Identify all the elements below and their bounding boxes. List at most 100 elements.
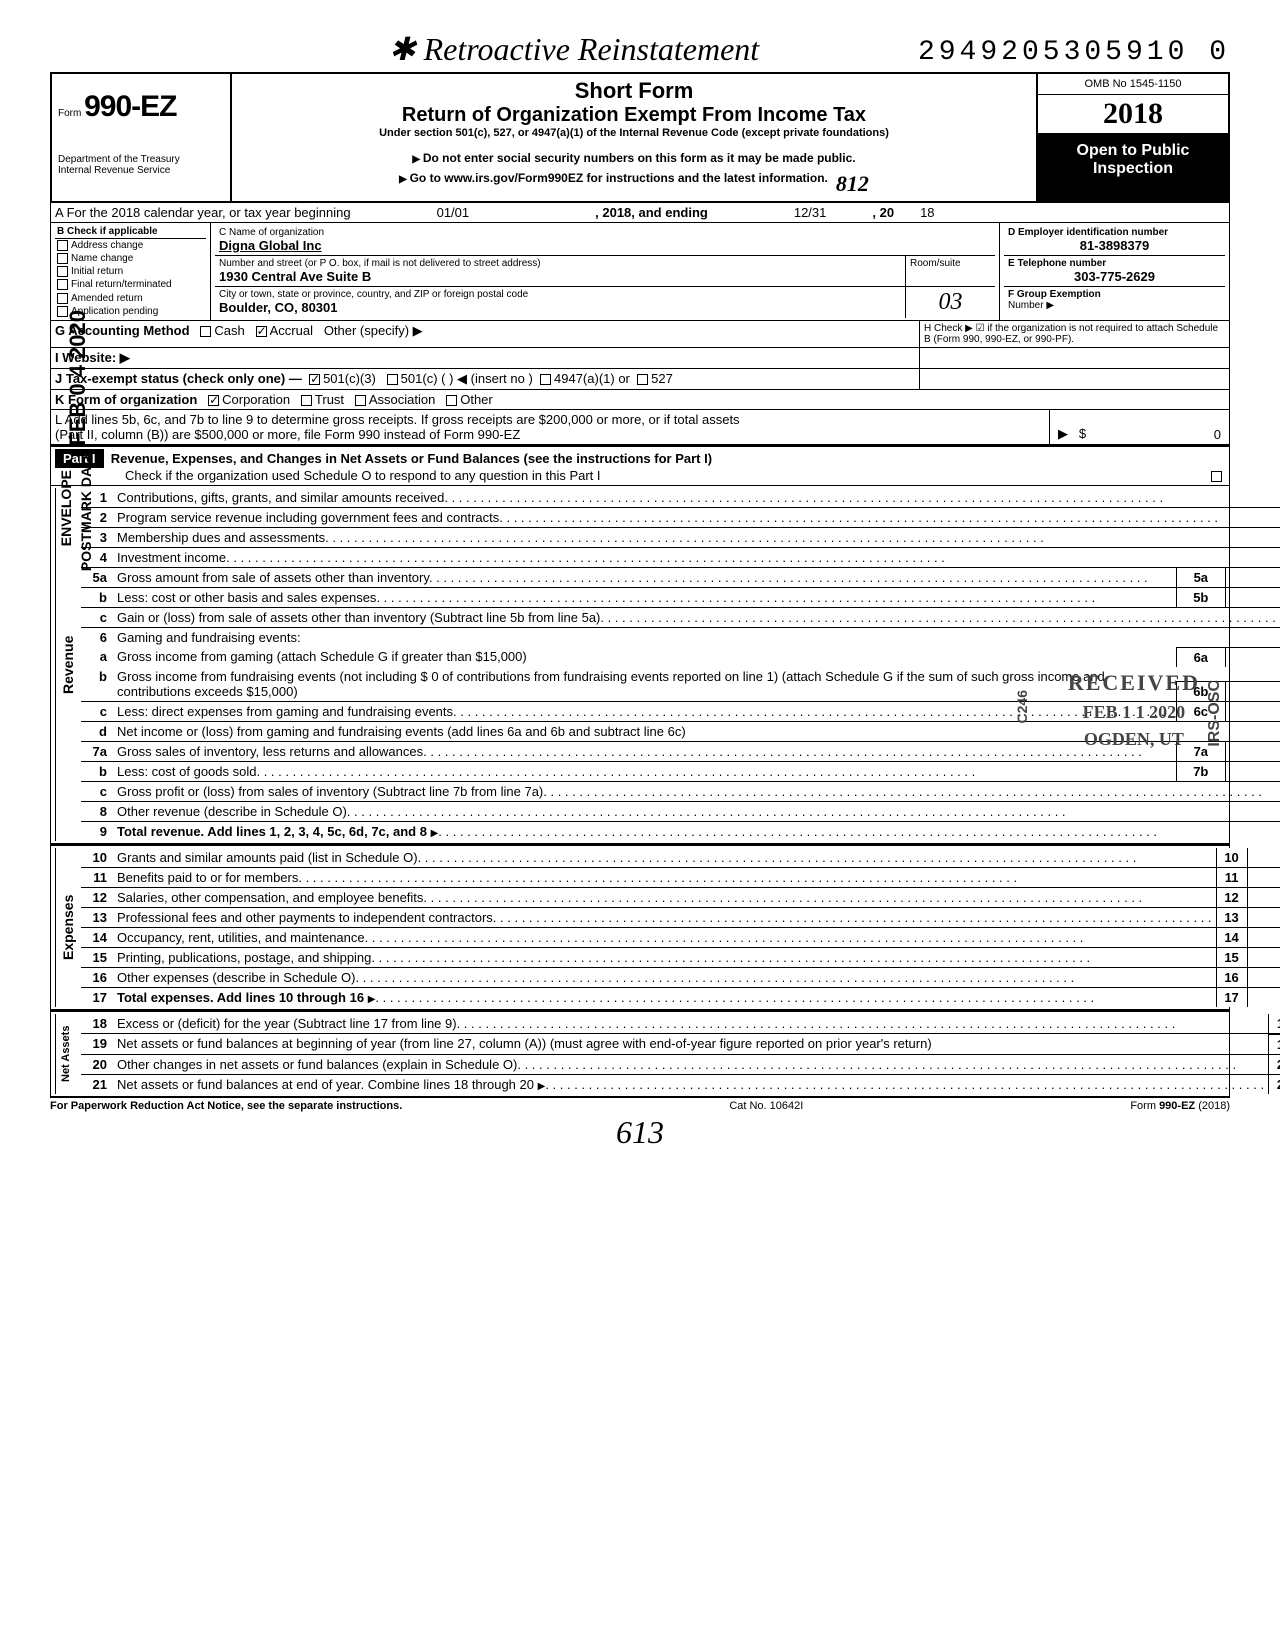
ein-value: 81-3898379 [1008, 238, 1221, 253]
line-16-text: Other expenses (describe in Schedule O) [117, 970, 355, 985]
check-corp[interactable] [208, 395, 219, 406]
part1-title: Revenue, Expenses, and Changes in Net As… [111, 451, 712, 466]
check-initial[interactable] [57, 266, 68, 277]
line-8-num: 8 [81, 802, 113, 821]
check-501c3[interactable] [309, 374, 320, 385]
handwritten-note: ✱ Retroactive Reinstatement [389, 30, 759, 68]
margin-stamp-feb: FEB 0 4 2020 [65, 310, 91, 446]
section-f-label: F Group Exemption [1008, 289, 1221, 300]
line-6b-sv [1226, 681, 1280, 701]
line-10-box: 10 [1216, 848, 1248, 867]
check-cash[interactable] [200, 326, 211, 337]
check-schedule-o[interactable] [1211, 471, 1222, 482]
side-net-assets: Net Assets [55, 1014, 76, 1094]
check-other-org[interactable] [446, 395, 457, 406]
line-9-num: 9 [81, 822, 113, 841]
line-7a-num: 7a [81, 742, 113, 761]
telephone-value: 303-775-2629 [1008, 269, 1221, 284]
room-label: Room/suite [910, 258, 991, 269]
line-4-text: Investment income [117, 550, 226, 565]
year-tail: , 20 [872, 205, 894, 220]
line-16-box: 16 [1216, 968, 1248, 987]
line-10-val: 0 [1248, 848, 1280, 867]
line-20-text: Other changes in net assets or fund bala… [117, 1057, 517, 1072]
line-6a-sb: 6a [1176, 647, 1226, 667]
line-14-text: Occupancy, rent, utilities, and maintena… [117, 930, 365, 945]
section-f-sub: Number ▶ [1008, 300, 1221, 311]
line-5c-num: c [81, 608, 113, 627]
label-initial-return: Initial return [71, 266, 123, 277]
line-7c-text: Gross profit or (loss) from sales of inv… [117, 784, 543, 799]
line-9-text: Total revenue. Add lines 1, 2, 3, 4, 5c,… [117, 824, 427, 839]
line-5a-text: Gross amount from sale of assets other t… [117, 570, 429, 585]
side-expenses: Expenses [55, 848, 80, 1007]
line-6-text: Gaming and fundraising events: [117, 630, 301, 645]
line-20-num: 20 [81, 1055, 113, 1074]
line-18-num: 18 [81, 1014, 113, 1033]
line-10-num: 10 [81, 848, 113, 867]
line-5b-text: Less: cost or other basis and sales expe… [117, 590, 376, 605]
line-17-num: 17 [81, 988, 113, 1007]
return-title: Return of Organization Exempt From Incom… [240, 104, 1028, 127]
check-amended[interactable] [57, 293, 68, 304]
line-5c-text: Gain or (loss) from sale of assets other… [117, 610, 600, 625]
stamp-irs-osc: IRS-OSC [1206, 680, 1224, 747]
line-11-text: Benefits paid to or for members [117, 870, 298, 885]
org-name: Digna Global Inc [219, 238, 991, 253]
check-trust[interactable] [301, 395, 312, 406]
stamp-received: RECEIVED [1068, 670, 1200, 696]
line-6d-num: d [81, 722, 113, 741]
line-13-val: 0 [1248, 908, 1280, 927]
line-13-num: 13 [81, 908, 113, 927]
line-6c-text: Less: direct expenses from gaming and fu… [117, 704, 453, 719]
line-6b-text: Gross income from fundraising events (no… [117, 669, 1105, 699]
check-final[interactable] [57, 279, 68, 290]
check-name[interactable] [57, 253, 68, 264]
year-begin: 01/01 [437, 205, 470, 220]
line-11-num: 11 [81, 868, 113, 887]
line-19-text: Net assets or fund balances at beginning… [117, 1036, 932, 1051]
line-14-box: 14 [1216, 928, 1248, 947]
barcode-number: 2949205305910 0 [918, 37, 1230, 68]
city-label: City or town, state or province, country… [219, 289, 901, 300]
check-527[interactable] [637, 374, 648, 385]
check-assoc[interactable] [355, 395, 366, 406]
footer-mid: Cat No. 10642I [729, 1100, 803, 1112]
section-l-value: 0 [1214, 427, 1221, 442]
line-15-box: 15 [1216, 948, 1248, 967]
line-15-text: Printing, publications, postage, and shi… [117, 950, 371, 965]
section-l-text2: (Part II, column (B)) are $500,000 or mo… [55, 427, 1045, 442]
line-6a-text: Gross income from gaming (attach Schedul… [117, 649, 527, 664]
line-13-text: Professional fees and other payments to … [117, 910, 493, 925]
section-j-label: J Tax-exempt status (check only one) — [55, 371, 302, 386]
label-final-return: Final return/terminated [71, 280, 172, 291]
check-address[interactable] [57, 240, 68, 251]
check-pending[interactable] [57, 306, 68, 317]
footer-right: Form 990-EZ (2018) [1130, 1100, 1230, 1112]
label-501c: 501(c) ( [401, 371, 446, 386]
line-7b-text: Less: cost of goods sold [117, 764, 256, 779]
section-a-label: A For the 2018 calendar year, or tax yea… [55, 205, 351, 220]
line-7a-text: Gross sales of inventory, less returns a… [117, 744, 423, 759]
label-amended-return: Amended return [71, 293, 143, 304]
line-18-text: Excess or (deficit) for the year (Subtra… [117, 1016, 457, 1031]
line-6c-sv [1226, 702, 1280, 721]
check-4947[interactable] [540, 374, 551, 385]
line-11-val: 0 [1248, 868, 1280, 887]
label-name-change: Name change [71, 253, 133, 264]
label-cash: Cash [214, 323, 244, 338]
check-accrual[interactable] [256, 326, 267, 337]
line-15-num: 15 [81, 948, 113, 967]
footer-handwritten: 613 [50, 1114, 1230, 1151]
line-6a-sv [1226, 647, 1280, 667]
check-501c[interactable] [387, 374, 398, 385]
section-b-title: B Check if applicable [55, 225, 206, 239]
line-21-text: Net assets or fund balances at end of ye… [117, 1077, 534, 1092]
label-other-org: Other [460, 392, 493, 407]
section-d-label: D Employer identification number [1008, 227, 1221, 238]
line-5b-sb: 5b [1176, 588, 1226, 607]
margin-stamp-postmark: POSTMARK DATE [78, 450, 94, 571]
year-mid: , 2018, and ending [595, 205, 708, 220]
stamp-ogden: OGDEN, UT [1068, 729, 1200, 750]
line-6a-num: a [81, 647, 113, 667]
